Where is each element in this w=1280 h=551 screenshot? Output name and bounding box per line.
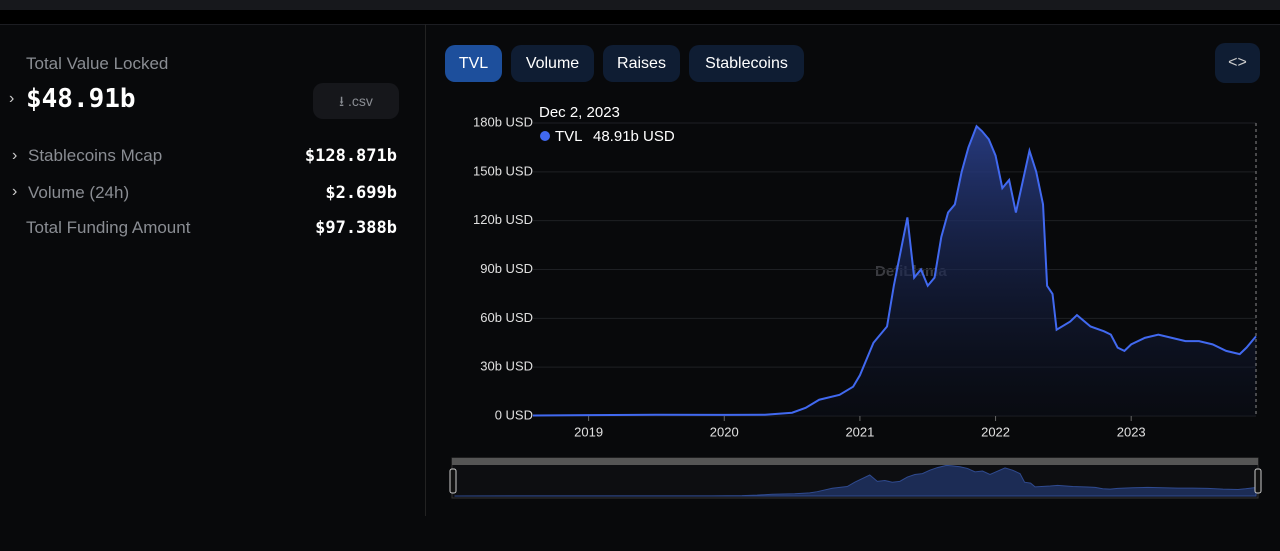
navigator-handle xyxy=(449,468,457,494)
chevron[interactable]: › xyxy=(9,90,15,107)
x-tick-label: 2019 xyxy=(574,424,603,439)
navigator-bar xyxy=(452,458,1258,465)
x-tick-label: 2023 xyxy=(1117,424,1146,439)
area xyxy=(533,126,1256,416)
y-tick-label: 0 USD xyxy=(495,407,533,422)
x-tick-label: 2020 xyxy=(710,424,739,439)
tab[interactable]: Raises xyxy=(603,45,680,82)
chevron[interactable]: › xyxy=(12,147,18,164)
y-tick-label: 30b USD xyxy=(480,359,533,374)
row-label: Stablecoins Mcap xyxy=(28,146,163,165)
tvl-label: Total Value Locked xyxy=(26,54,169,73)
sidebar: Total Value Locked › $48.91b ⭳ .csv › St… xyxy=(0,24,426,516)
tooltip-name: TVL xyxy=(555,128,583,145)
row-value: $2.699b xyxy=(325,183,397,203)
row-value: $97.388b xyxy=(315,218,397,238)
y-tick-label: 120b USD xyxy=(473,212,533,227)
tab[interactable]: TVL xyxy=(445,45,502,82)
tab[interactable]: Stablecoins xyxy=(689,45,804,82)
navigator-handle xyxy=(1254,468,1262,494)
legend-dot xyxy=(540,131,550,141)
csv-button[interactable]: ⭳ .csv xyxy=(313,83,399,119)
y-tick-label: 60b USD xyxy=(480,310,533,325)
tvl-value: $48.91b xyxy=(26,84,136,114)
row-label: Total Funding Amount xyxy=(26,218,191,237)
tab[interactable]: Volume xyxy=(511,45,594,82)
row-label: Volume (24h) xyxy=(28,183,130,202)
tooltip-value: 48.91b USD xyxy=(593,128,675,145)
y-tick-label: 180b USD xyxy=(473,114,533,129)
y-tick-label: 90b USD xyxy=(480,261,533,276)
top-bar xyxy=(0,0,1280,10)
line xyxy=(532,124,1257,417)
embed-button[interactable]: <> xyxy=(1215,43,1260,83)
navigator-area xyxy=(454,464,1257,497)
x-tick-label: 2021 xyxy=(845,424,874,439)
row-value: $128.871b xyxy=(304,146,397,166)
csv-label: .csv xyxy=(347,93,373,109)
x-tick-label: 2022 xyxy=(981,424,1010,439)
chevron[interactable]: › xyxy=(12,183,18,200)
tooltip-date: Dec 2, 2023 xyxy=(539,104,620,121)
y-tick-label: 150b USD xyxy=(473,163,533,178)
